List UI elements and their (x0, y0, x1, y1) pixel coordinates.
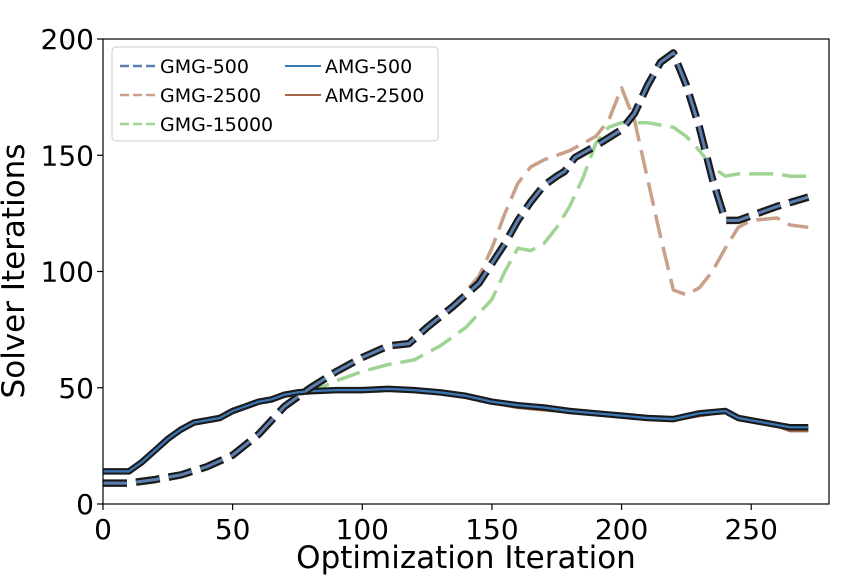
series-gmg-500 (103, 49, 810, 487)
series-line-outline (103, 385, 809, 475)
x-tick-label: 250 (724, 513, 777, 546)
y-tick-label: 100 (41, 256, 94, 289)
legend-entry-gmg-15000: GMG-15000 (120, 114, 273, 136)
y-tick-label: 150 (41, 139, 94, 172)
series-line (103, 387, 809, 473)
legend-box (111, 46, 439, 142)
x-tick-label: 0 (94, 513, 112, 546)
x-tick-label: 200 (595, 513, 648, 546)
legend-label: GMG-500 (160, 56, 249, 78)
legend-entry-amg-500: AMG-500 (285, 56, 412, 78)
series-amg-500 (103, 385, 809, 475)
series-line (103, 51, 809, 485)
legend-label: GMG-15000 (160, 114, 273, 136)
y-tick-label: 0 (76, 488, 94, 521)
x-axis-label: Optimization Iteration (296, 540, 636, 576)
legend-label: AMG-500 (325, 56, 412, 78)
legend-label: GMG-2500 (160, 85, 261, 107)
y-tick-label: 200 (41, 23, 94, 56)
legend: GMG-500 AMG-500 GMG-2500 AMG-2500 GMG-15000 (111, 46, 439, 142)
legend-entry-gmg-500: GMG-500 (120, 56, 249, 78)
legend-entry-amg-2500: AMG-2500 (285, 85, 424, 107)
y-axis-label: Solver Iterations (0, 144, 32, 399)
series-line (103, 386, 809, 475)
x-tick-label: 150 (465, 513, 518, 546)
series-layer (103, 49, 810, 487)
y-tick-label: 50 (58, 372, 94, 405)
legend-label: AMG-2500 (325, 85, 424, 107)
x-tick-label: 100 (336, 513, 389, 546)
legend-entry-gmg-2500: GMG-2500 (120, 85, 261, 107)
x-tick-label: 50 (215, 513, 251, 546)
ticks-layer: 0 50 100 150 200 250 0 50 100 150 200 (41, 23, 778, 546)
series-amg-2500 (103, 386, 809, 475)
